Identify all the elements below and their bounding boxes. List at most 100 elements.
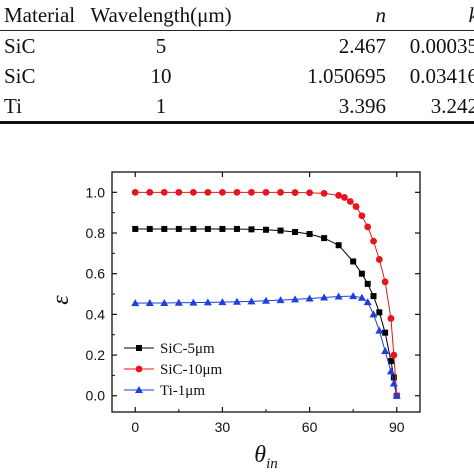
x-tick-label: 90 xyxy=(389,419,405,435)
x-tick-label: 30 xyxy=(215,419,231,435)
cell-n: 3.396 xyxy=(338,94,386,118)
table-row: SiC 5 2.467 0.00035 xyxy=(0,31,474,62)
data-point xyxy=(232,297,241,305)
data-point xyxy=(320,293,329,301)
data-table-region: Material Wavelength(μm) n k SiC 5 2.467 … xyxy=(0,0,474,123)
data-point xyxy=(375,256,383,263)
data-point xyxy=(358,270,365,277)
y-axis-label: ε xyxy=(48,295,74,305)
data-point xyxy=(145,298,154,306)
data-point xyxy=(352,203,360,210)
y-tick-label: 0.4 xyxy=(86,306,106,322)
data-point xyxy=(320,189,328,197)
y-tick-label: 0.2 xyxy=(86,347,106,363)
data-point xyxy=(262,188,270,196)
data-point xyxy=(334,292,343,300)
legend-label: Ti-1μm xyxy=(160,383,205,399)
data-point xyxy=(292,229,299,235)
data-point xyxy=(161,225,168,232)
legend-marker xyxy=(136,345,142,351)
cell-material: SiC xyxy=(4,64,36,88)
data-point xyxy=(291,189,299,196)
data-point xyxy=(335,242,342,249)
data-point xyxy=(370,237,377,245)
header-n: n xyxy=(375,3,387,27)
y-tick-label: 1.0 xyxy=(86,184,106,200)
data-point xyxy=(381,346,390,354)
cell-n: 1.050695 xyxy=(307,64,386,88)
data-point xyxy=(276,296,285,304)
data-point xyxy=(357,293,366,301)
x-tick-label: 0 xyxy=(131,419,139,435)
data-point xyxy=(349,292,358,300)
data-point xyxy=(350,258,357,265)
series-line xyxy=(135,295,398,396)
data-point xyxy=(132,225,139,232)
material-table: Material Wavelength(μm) n k SiC 5 2.467 … xyxy=(0,0,474,124)
legend-label: SiC-5μm xyxy=(160,341,215,357)
data-point xyxy=(306,189,313,197)
data-point xyxy=(375,326,384,334)
data-point xyxy=(263,226,269,233)
x-axis-label: θin xyxy=(254,442,277,472)
y-tick-label: 0.6 xyxy=(86,266,106,282)
data-point xyxy=(204,188,212,196)
data-point xyxy=(364,223,372,231)
data-point xyxy=(335,191,343,199)
table-row: SiC 10 1.050695 0.03416 xyxy=(0,61,474,91)
data-point xyxy=(146,188,154,196)
data-point xyxy=(277,227,284,234)
legend-marker xyxy=(135,365,143,373)
cell-wavelength: 1 xyxy=(155,94,167,118)
data-point xyxy=(233,188,241,196)
data-point xyxy=(387,358,394,365)
data-point xyxy=(190,225,197,232)
data-point xyxy=(363,298,372,306)
cell-wavelength: 10 xyxy=(150,64,172,88)
data-point xyxy=(389,379,398,387)
data-point xyxy=(189,188,197,196)
data-point xyxy=(321,235,328,242)
cell-material: SiC xyxy=(4,34,36,58)
data-point xyxy=(382,329,389,336)
data-point xyxy=(306,231,313,238)
header-material: Material xyxy=(4,3,76,27)
data-point xyxy=(392,391,401,399)
data-point xyxy=(204,225,211,232)
data-point xyxy=(386,367,395,375)
data-point xyxy=(364,280,371,287)
legend: SiC-5μm SiC-10μm Ti-1μm xyxy=(124,341,223,399)
cell-k: 3.242 xyxy=(430,94,474,118)
series-1 xyxy=(131,188,401,400)
table-header-row: Material Wavelength(μm) n k xyxy=(0,0,474,31)
header-k: k xyxy=(394,0,474,31)
data-point xyxy=(277,188,284,196)
x-tick-label: 60 xyxy=(302,419,318,435)
data-point xyxy=(291,295,300,303)
cell-n: 2.467 xyxy=(338,34,386,58)
data-point xyxy=(175,225,182,232)
y-tick-label: 0.0 xyxy=(86,388,106,404)
data-point xyxy=(346,198,354,205)
data-point xyxy=(175,188,183,196)
data-point xyxy=(248,188,255,196)
data-point xyxy=(131,188,139,196)
data-point xyxy=(174,298,183,306)
data-point xyxy=(247,297,256,305)
data-point xyxy=(160,298,169,306)
data-point xyxy=(219,225,226,232)
data-point xyxy=(358,212,366,220)
cell-wavelength: 5 xyxy=(155,34,167,58)
data-point xyxy=(369,310,378,318)
y-tick-label: 0.8 xyxy=(86,225,106,241)
data-point xyxy=(341,194,348,201)
series-2 xyxy=(131,292,401,399)
data-point xyxy=(218,298,227,306)
legend-label: SiC-10μm xyxy=(160,362,223,378)
data-point xyxy=(219,188,226,196)
data-point xyxy=(390,374,397,381)
cell-material: Ti xyxy=(4,94,22,118)
data-point xyxy=(387,315,395,322)
data-point xyxy=(203,298,212,306)
data-point xyxy=(381,278,389,286)
